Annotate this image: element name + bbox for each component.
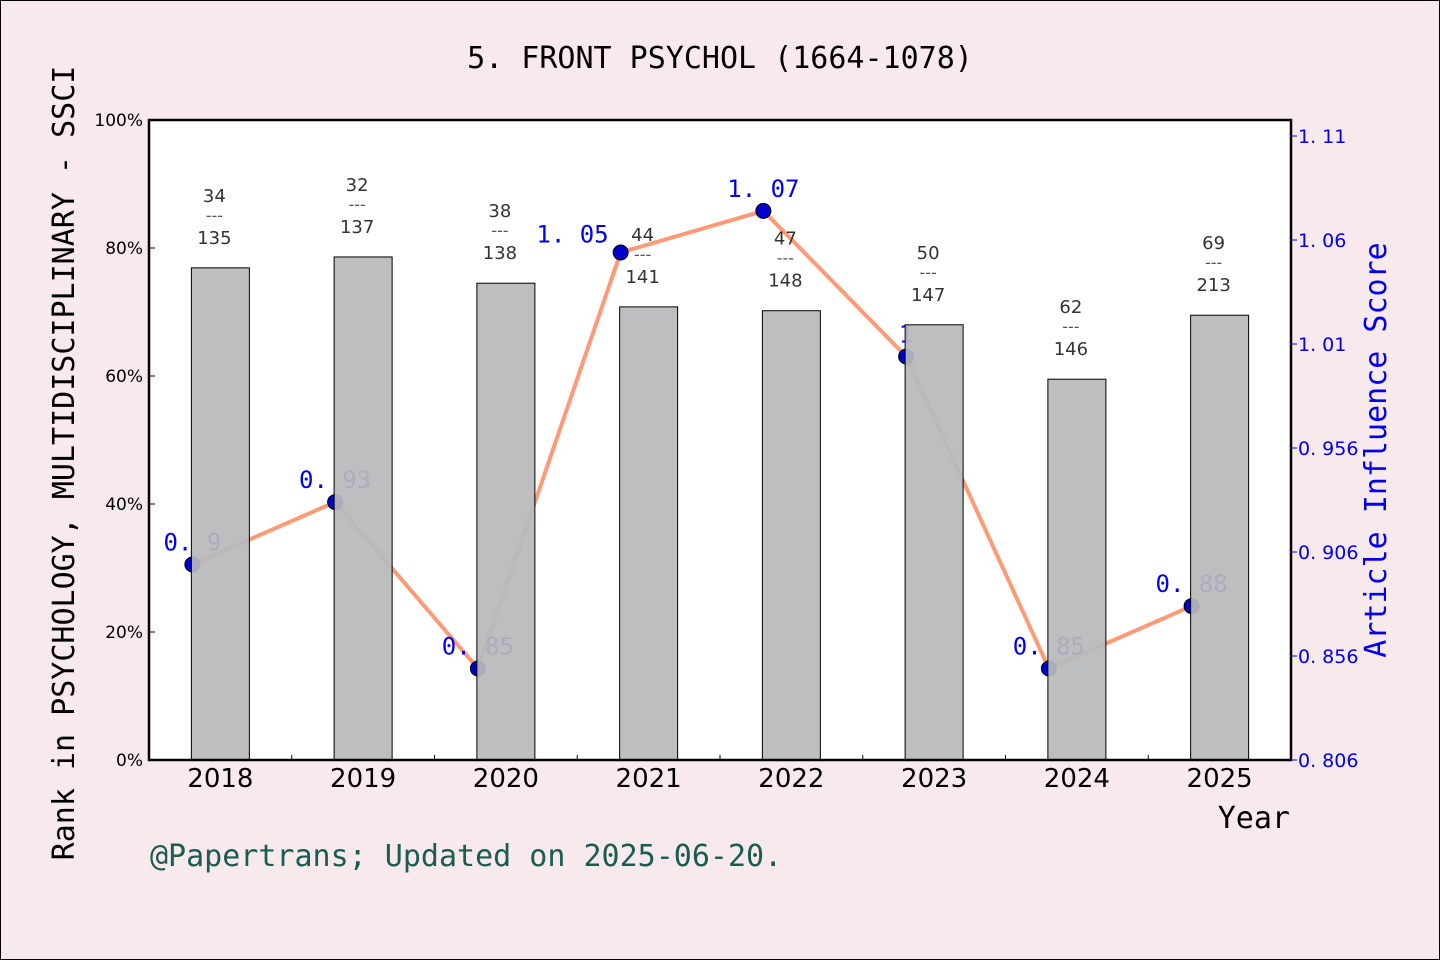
rank-label-2023: 50: [917, 243, 940, 264]
right-tick-label: 0. 956: [1298, 438, 1358, 460]
right-tick-label: 1. 01: [1298, 334, 1346, 356]
rank-separator: ---: [634, 245, 651, 264]
rank-label-2025: 69: [1202, 233, 1225, 254]
rank-separator: ---: [1205, 253, 1222, 272]
rank-label-2020: 38: [488, 201, 511, 222]
rank-label-2022: 47: [774, 229, 797, 250]
rank-label-group-2022: 47--- 148: [768, 229, 802, 292]
total-label-2025: 213: [1196, 275, 1230, 296]
total-label-2021: 141: [625, 267, 659, 288]
x-tick-label-2018: 2018: [187, 764, 253, 794]
right-tick-label: 0. 906: [1298, 542, 1358, 564]
ais-label-2021: 1. 05: [536, 220, 608, 248]
ais-label-2022: 1. 07: [727, 175, 799, 203]
rank-label-group-2023: 50--- 147: [911, 243, 945, 306]
rank-label-group-2018: 34--- 135: [197, 186, 231, 249]
rank-bar-2025: [1190, 314, 1250, 761]
rank-bar-2022: [761, 310, 821, 761]
x-tick-label-2023: 2023: [901, 764, 967, 794]
plot-area: [149, 120, 1291, 760]
rank-label-group-2024: 62--- 146: [1054, 297, 1088, 360]
ais-point-2022: [755, 202, 772, 219]
rank-label-group-2019: 32--- 137: [340, 175, 374, 238]
total-label-2018: 135: [197, 228, 231, 249]
total-label-2023: 147: [911, 285, 945, 306]
rank-separator: ---: [491, 221, 508, 240]
rank-bar-2023: [904, 324, 964, 761]
left-tick-label: 100%: [94, 111, 143, 131]
rank-separator: ---: [348, 195, 365, 214]
x-tick-label-2020: 2020: [473, 764, 539, 794]
right-tick-label: 0. 806: [1298, 750, 1358, 772]
left-tick-label: 20%: [105, 623, 143, 643]
right-tick-label: 1. 11: [1298, 126, 1346, 148]
ais-point-2021: [612, 244, 629, 261]
x-tick-label-2021: 2021: [616, 764, 682, 794]
total-label-2019: 137: [340, 217, 374, 238]
x-tick-label-2019: 2019: [330, 764, 396, 794]
chart-title: 5. FRONT PSYCHOL (1664-1078): [467, 41, 973, 76]
rank-bar-2024: [1047, 378, 1107, 761]
total-label-2022: 148: [768, 271, 802, 292]
rank-label-group-2025: 69--- 213: [1196, 233, 1230, 296]
left-tick-label: 60%: [105, 367, 143, 387]
rank-label-2024: 62: [1059, 297, 1082, 318]
rank-label-group-2020: 38--- 138: [483, 201, 517, 264]
rank-bar-2018: [190, 267, 250, 761]
x-tick-label-2025: 2025: [1187, 764, 1253, 794]
rank-label-2018: 34: [203, 186, 226, 207]
footer-credit: @Papertrans; Updated on 2025-06-20.: [150, 839, 782, 874]
left-tick-label: 80%: [105, 239, 143, 259]
rank-label-group-2021: 44--- 141: [625, 225, 659, 288]
rank-label-2021: 44: [631, 225, 654, 246]
rank-bar-2020: [476, 282, 536, 761]
right-tick-label: 1. 06: [1298, 230, 1346, 252]
rank-separator: ---: [1062, 317, 1079, 336]
rank-bar-2021: [619, 306, 679, 761]
total-label-2020: 138: [483, 243, 517, 264]
left-tick-label: 40%: [105, 495, 143, 515]
left-tick-label: 0%: [116, 751, 143, 771]
total-label-2024: 146: [1054, 339, 1088, 360]
rank-separator: ---: [777, 249, 794, 268]
right-axis-label: Article Influence Score: [1359, 242, 1394, 657]
left-axis-label: Rank in PSYCHOLOGY, MULTIDISCIPLINARY - …: [47, 66, 82, 861]
x-tick-label-2024: 2024: [1044, 764, 1110, 794]
x-tick-label-2022: 2022: [758, 764, 824, 794]
rank-bar-2019: [333, 256, 393, 761]
x-axis-label: Year: [1218, 801, 1290, 836]
rank-separator: ---: [206, 206, 223, 225]
rank-label-2019: 32: [346, 175, 369, 196]
right-tick-label: 0. 856: [1298, 646, 1358, 668]
rank-separator: ---: [919, 263, 936, 282]
